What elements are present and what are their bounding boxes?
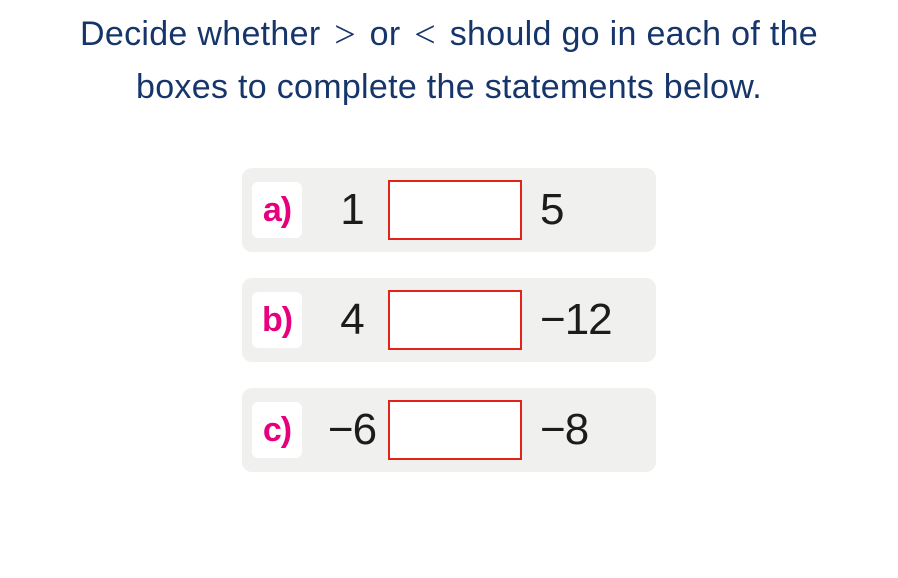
row-b-answer-box[interactable] <box>388 290 522 350</box>
row-a-answer-box[interactable] <box>388 180 522 240</box>
prompt-text-b: or <box>360 15 410 53</box>
comparison-row-c: c) −6 −8 <box>242 388 656 472</box>
row-c-answer-box[interactable] <box>388 400 522 460</box>
prompt-line2: boxes to complete the statements below. <box>136 68 762 106</box>
comparison-row-b: b) 4 −12 <box>242 278 656 362</box>
row-label-c: c) <box>252 402 302 458</box>
row-label-a: a) <box>252 182 302 238</box>
row-a-right-num: 5 <box>522 185 642 235</box>
row-c-right-num: −8 <box>522 405 642 455</box>
greater-than-symbol: > <box>330 14 360 56</box>
row-b-right-num: −12 <box>522 295 642 345</box>
prompt-text-a: Decide whether <box>80 15 330 53</box>
less-than-symbol: < <box>410 14 440 56</box>
question-prompt: Decide whether > or < should go in each … <box>0 0 898 112</box>
row-a-left-num: 1 <box>316 185 388 235</box>
prompt-text-c: should go in each of the <box>440 15 818 53</box>
row-label-b: b) <box>252 292 302 348</box>
comparison-rows: a) 1 5 b) 4 −12 c) −6 −8 <box>0 168 898 472</box>
row-c-left-num: −6 <box>316 405 388 455</box>
comparison-row-a: a) 1 5 <box>242 168 656 252</box>
row-b-left-num: 4 <box>316 295 388 345</box>
